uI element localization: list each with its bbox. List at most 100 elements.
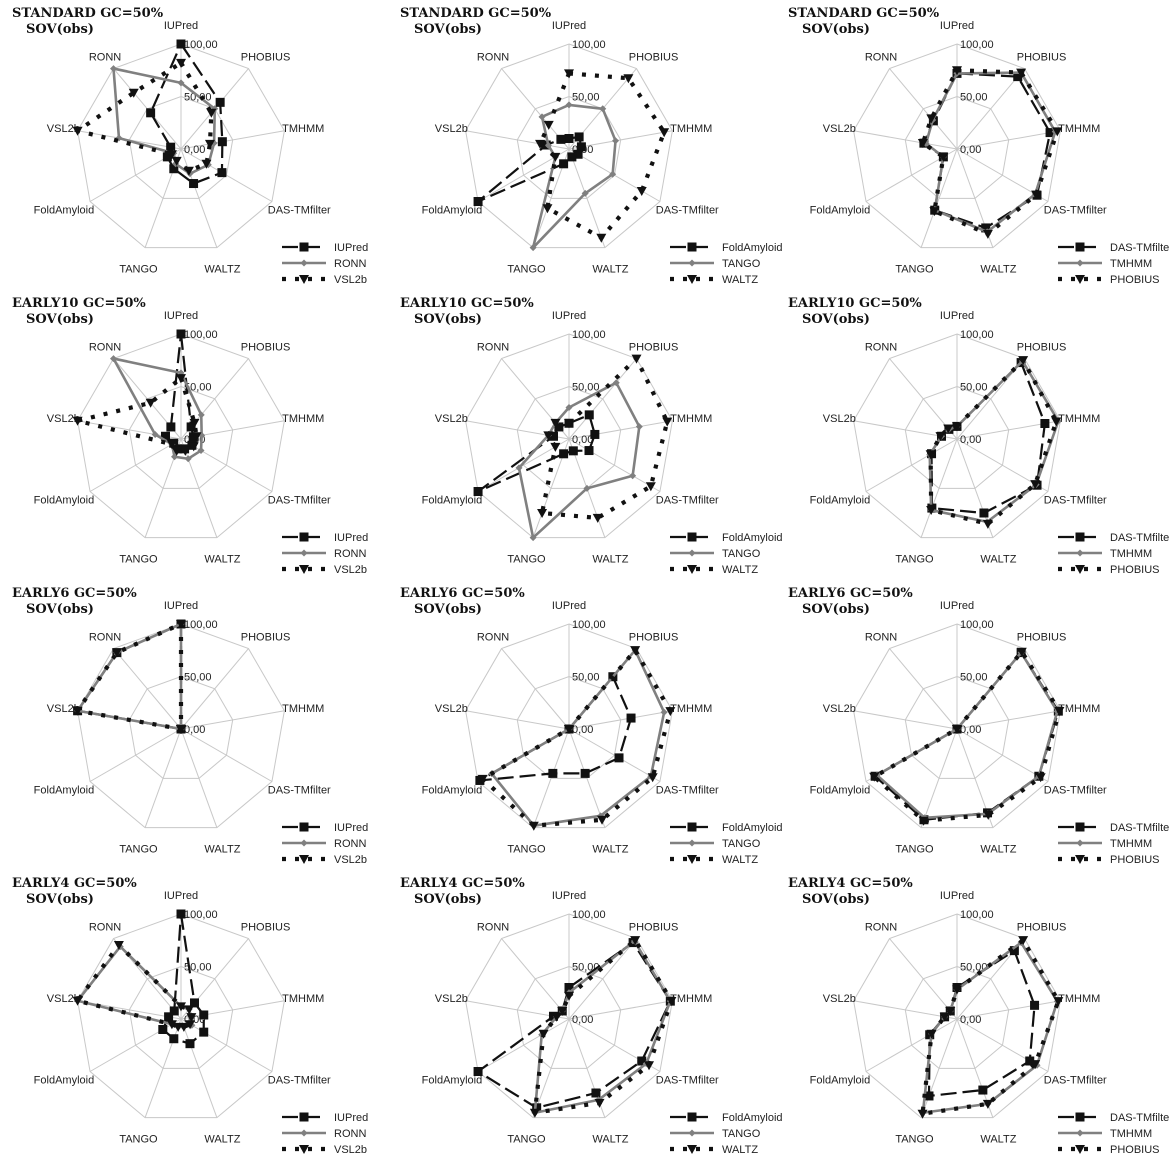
axis-label: PHOBIUS xyxy=(241,631,291,643)
grid-ring xyxy=(465,913,673,1119)
data-point xyxy=(171,156,182,166)
series-line xyxy=(75,375,199,453)
axis-spoke xyxy=(889,938,958,1020)
axis-label: PHOBIUS xyxy=(241,921,291,933)
data-point xyxy=(917,1109,928,1119)
legend-label: IUPred xyxy=(334,822,368,834)
tick-label: 50,00 xyxy=(572,92,600,104)
axis-spoke xyxy=(956,130,1061,150)
axis-label: TANGO xyxy=(507,844,546,856)
axis-spoke xyxy=(144,728,182,828)
data-point xyxy=(166,150,177,160)
tick-label: 100,00 xyxy=(572,909,606,921)
axis-spoke xyxy=(920,148,958,248)
grid-ring xyxy=(128,95,234,199)
data-point xyxy=(612,137,620,145)
axis-spoke xyxy=(568,148,606,248)
tick-label: 100,00 xyxy=(960,39,994,51)
data-point xyxy=(160,431,170,441)
axis-label: TMHMM xyxy=(1058,123,1100,135)
grid-ring xyxy=(77,623,285,829)
legend-marker xyxy=(1075,855,1085,864)
legend-marker xyxy=(1075,242,1085,252)
axis-label: RONN xyxy=(865,341,897,353)
legend-label: WALTZ xyxy=(722,274,758,286)
axis-spoke xyxy=(180,710,285,730)
data-point xyxy=(635,423,643,431)
tick-label: 0,00 xyxy=(960,434,981,446)
data-point xyxy=(110,355,118,363)
tick-label: 50,00 xyxy=(572,672,600,684)
legend-label: FoldAmyloid xyxy=(722,822,783,834)
data-point xyxy=(537,509,548,519)
axis-spoke xyxy=(501,648,570,730)
data-point xyxy=(197,447,205,455)
grid-ring xyxy=(465,333,673,539)
axis-spoke xyxy=(956,728,1049,782)
axis-label: VSL2b xyxy=(435,993,468,1005)
data-point xyxy=(943,424,954,434)
axis-label: RONN xyxy=(477,631,509,643)
axis-label: WALTZ xyxy=(204,844,240,856)
axis-label: FoldAmyloid xyxy=(422,1075,483,1087)
axis-label: PHOBIUS xyxy=(1017,631,1067,643)
axis-label: RONN xyxy=(865,51,897,63)
axis-spoke xyxy=(956,1000,1061,1020)
legend-label: TMHMM xyxy=(1110,838,1152,850)
axis-label: TMHMM xyxy=(670,123,712,135)
axis-label: RONN xyxy=(89,341,121,353)
tick-label: 50,00 xyxy=(960,672,988,684)
data-point xyxy=(982,229,993,239)
data-point xyxy=(631,354,642,364)
axis-label: RONN xyxy=(89,631,121,643)
axis-label: TANGO xyxy=(895,844,934,856)
data-point xyxy=(1025,1056,1035,1066)
data-point xyxy=(979,508,989,518)
axis-label: DAS-TMfilter xyxy=(656,495,719,507)
axis-label: WALTZ xyxy=(980,264,1016,276)
series-line xyxy=(480,648,673,828)
tick-label: 0,00 xyxy=(572,724,593,736)
data-point xyxy=(590,429,600,439)
legend-label: TMHMM xyxy=(1110,548,1152,560)
data-point xyxy=(614,753,624,763)
axis-label: FoldAmyloid xyxy=(810,785,871,797)
data-point xyxy=(199,1027,209,1037)
grid-ring xyxy=(904,675,1010,779)
axis-label: WALTZ xyxy=(592,264,628,276)
data-point xyxy=(1051,417,1062,427)
tick-label: 100,00 xyxy=(184,909,218,921)
data-point xyxy=(473,1067,483,1076)
data-point xyxy=(926,1029,937,1039)
chart-subtitle: SOV(obs) xyxy=(802,312,870,327)
data-point xyxy=(188,432,198,442)
axis-label: RONN xyxy=(477,341,509,353)
data-point xyxy=(983,810,994,820)
axis-label: DAS-TMfilter xyxy=(656,205,719,217)
data-point xyxy=(543,120,554,130)
data-point xyxy=(581,189,589,197)
axis-label: FoldAmyloid xyxy=(810,495,871,507)
axis-spoke xyxy=(180,1000,285,1020)
axis-label: RONN xyxy=(865,631,897,643)
axis-label: VSL2b xyxy=(47,123,80,135)
series-line xyxy=(539,356,670,521)
data-point xyxy=(180,446,191,456)
data-point xyxy=(189,998,199,1008)
axis-spoke xyxy=(477,1018,570,1072)
axis-label: IUPred xyxy=(940,890,974,902)
data-point xyxy=(72,706,83,716)
data-point xyxy=(917,138,928,148)
axis-label: FoldAmyloid xyxy=(34,205,95,217)
grid-ring xyxy=(516,385,622,489)
data-point xyxy=(199,1010,209,1020)
data-point xyxy=(475,775,485,785)
data-point xyxy=(1013,72,1023,82)
legend-marker xyxy=(687,1145,697,1154)
data-point xyxy=(918,816,929,826)
data-point xyxy=(166,422,176,432)
axis-spoke xyxy=(89,728,182,782)
axis-spoke xyxy=(865,1018,958,1072)
